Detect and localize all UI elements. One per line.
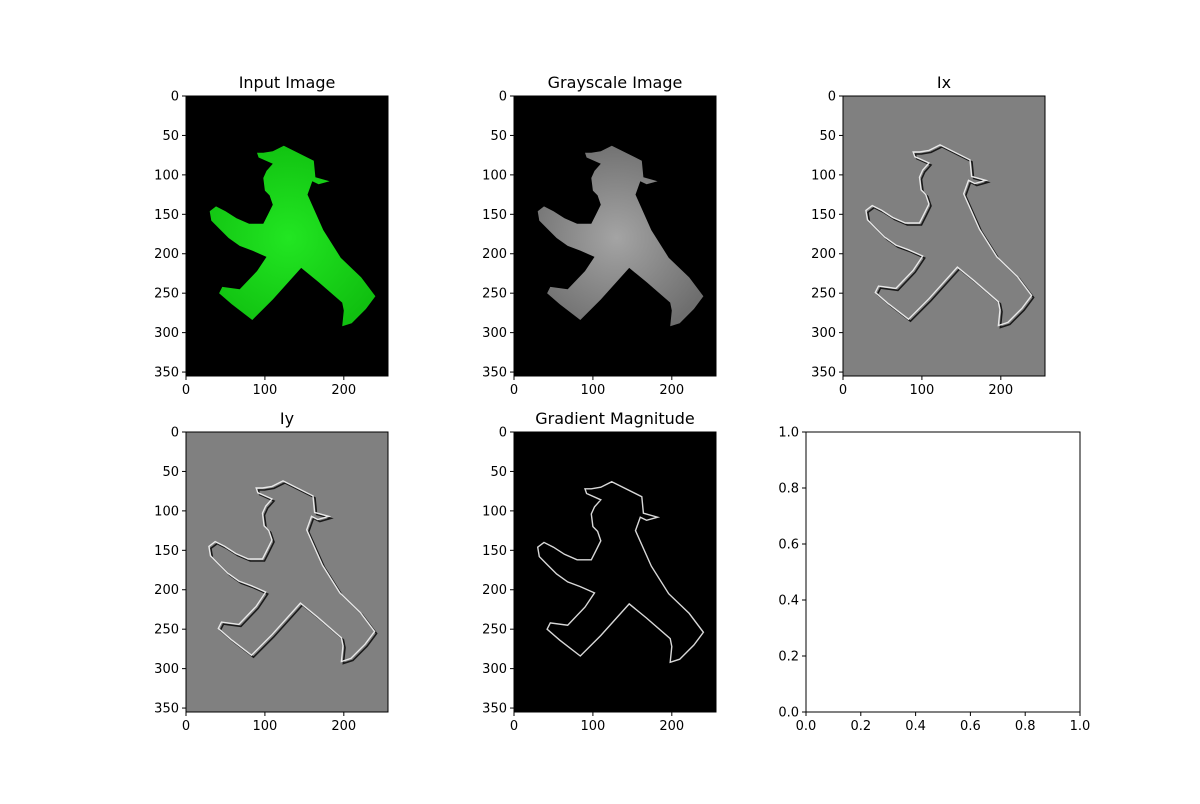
image-background (843, 96, 1045, 376)
y-tick-label: 300 (482, 326, 507, 341)
x-tick-label: 200 (659, 719, 684, 734)
x-tick-label: 0.0 (796, 719, 817, 734)
x-tick-label: 0.6 (960, 719, 981, 734)
x-tick-label: 0 (182, 383, 190, 398)
y-tick-label: 300 (154, 326, 179, 341)
y-tick-label: 50 (490, 129, 507, 144)
subplot-title: Grayscale Image (548, 73, 683, 92)
y-tick-label: 200 (811, 247, 836, 262)
axes-frame (185, 431, 389, 713)
subplot-panel-6: 0.0 0.2 0.4 0.6 0.8 1.0 0.0 0.2 0.4 0.6 0.8 1.0 (778, 426, 1090, 735)
y-tick-label: 250 (811, 287, 836, 302)
subplot-title: Gradient Magnitude (535, 409, 695, 428)
figure-shape (537, 145, 704, 327)
y-tick-label: 0 (499, 90, 507, 105)
y-tick-label: 200 (482, 247, 507, 262)
axes-frame (842, 95, 1046, 377)
y-tick-label: 300 (482, 662, 507, 677)
y-tick-label: 0 (171, 426, 179, 441)
y-tick-label: 50 (490, 465, 507, 480)
y-tick-label: 250 (482, 623, 507, 638)
x-tick-label: 100 (580, 719, 605, 734)
y-tick-label: 350 (811, 366, 836, 381)
edge-magnitude (536, 480, 705, 664)
y-tick-label: 50 (162, 129, 179, 144)
x-tick-label: 100 (252, 719, 277, 734)
y-tick-label: 350 (482, 366, 507, 381)
y-tick-label: 100 (482, 504, 507, 519)
y-tick-label: 350 (482, 702, 507, 717)
y-tick-label: 1.0 (778, 426, 799, 441)
edge-light (208, 480, 376, 663)
y-tick-label: 0.2 (778, 650, 799, 665)
axes-frame (513, 95, 717, 377)
y-tick-label: 150 (482, 544, 507, 559)
y-tick-label: 150 (154, 544, 179, 559)
edge-light (865, 144, 1033, 327)
y-tick-label: 150 (154, 208, 179, 223)
x-tick-label: 200 (331, 383, 356, 398)
x-tick-label: 100 (252, 383, 277, 398)
image-background (514, 432, 716, 712)
subplot-title: Iy (280, 409, 294, 428)
axes-frame (805, 431, 1081, 713)
y-tick-label: 200 (154, 247, 179, 262)
y-tick-label: 200 (154, 583, 179, 598)
y-tick-label: 0.6 (778, 538, 799, 553)
x-tick-label: 1.0 (1070, 719, 1091, 734)
y-tick-label: 0 (499, 426, 507, 441)
y-tick-label: 250 (482, 287, 507, 302)
y-tick-label: 200 (482, 583, 507, 598)
y-tick-label: 300 (154, 662, 179, 677)
x-tick-label: 100 (909, 383, 934, 398)
y-tick-label: 100 (811, 168, 836, 183)
y-tick-label: 150 (811, 208, 836, 223)
y-tick-label: 0 (828, 90, 836, 105)
y-tick-label: 0.4 (778, 594, 799, 609)
y-tick-label: 300 (811, 326, 836, 341)
y-tick-label: 50 (819, 129, 836, 144)
y-tick-label: 350 (154, 702, 179, 717)
y-tick-label: 100 (154, 168, 179, 183)
subplot-ix: Ix 0 100 200 0 50 100 150 200 250 300 350 (811, 73, 1046, 398)
figure-shape (209, 145, 376, 327)
y-tick-label: 100 (154, 504, 179, 519)
subplot-input-image: Input Image 0 100 200 0 50 100 150 200 250 300 350 (154, 73, 389, 398)
subplot-title: Input Image (239, 73, 336, 92)
y-tick-label: 350 (154, 366, 179, 381)
y-tick-label: 250 (154, 623, 179, 638)
subplot-gradient-magnitude: Gradient Magnitude 0 100 200 0 50 100 150 200 250… (482, 409, 717, 734)
image-background (186, 432, 388, 712)
x-tick-label: 200 (659, 383, 684, 398)
x-tick-label: 0.4 (905, 719, 926, 734)
y-tick-label: 0 (171, 90, 179, 105)
x-tick-label: 0 (839, 383, 847, 398)
x-tick-label: 0.2 (850, 719, 871, 734)
subplot-title: Ix (937, 73, 951, 92)
x-tick-label: 0 (510, 383, 518, 398)
x-tick-label: 0.8 (1015, 719, 1036, 734)
y-tick-label: 100 (482, 168, 507, 183)
x-tick-label: 100 (580, 383, 605, 398)
x-tick-label: 0 (510, 719, 518, 734)
y-tick-label: 250 (154, 287, 179, 302)
subplot-iy: Iy 0 100 200 0 50 100 150 200 250 300 350 (154, 409, 389, 734)
x-tick-label: 200 (331, 719, 356, 734)
subplot-grayscale-image: Grayscale Image 0 100 200 0 50 100 150 200 250 300… (482, 73, 717, 398)
y-tick-label: 50 (162, 465, 179, 480)
axes-frame (513, 431, 717, 713)
y-tick-label: 0.8 (778, 482, 799, 497)
empty-axes-background (806, 432, 1080, 712)
y-tick-label: 150 (482, 208, 507, 223)
y-tick-label: 0.0 (778, 706, 799, 721)
x-tick-label: 200 (988, 383, 1013, 398)
x-tick-label: 0 (182, 719, 190, 734)
axes-frame (185, 95, 389, 377)
